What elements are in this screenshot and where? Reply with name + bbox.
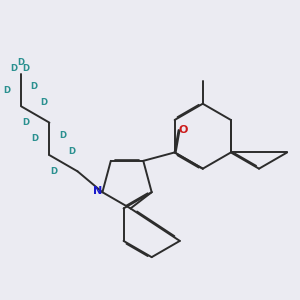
Text: D: D	[31, 82, 38, 91]
Text: D: D	[3, 86, 10, 95]
Text: O: O	[179, 125, 188, 135]
Text: N: N	[93, 186, 102, 196]
Text: D: D	[17, 58, 24, 67]
Text: D: D	[68, 147, 75, 156]
Text: D: D	[31, 134, 38, 143]
Text: D: D	[50, 167, 57, 176]
Text: D: D	[11, 64, 18, 73]
Text: D: D	[22, 64, 30, 73]
Text: D: D	[59, 131, 66, 140]
Text: D: D	[40, 98, 47, 107]
Text: D: D	[22, 118, 29, 127]
